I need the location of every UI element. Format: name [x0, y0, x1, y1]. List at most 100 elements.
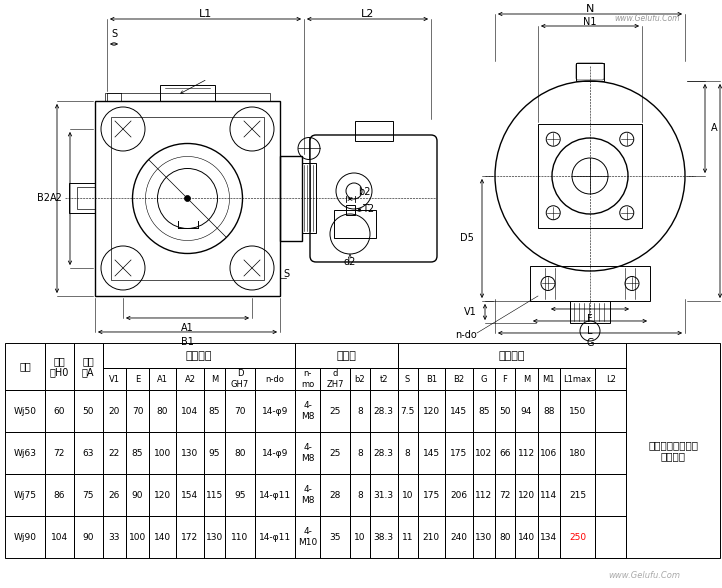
Bar [417, 390, 445, 432]
Text: 180: 180 [569, 449, 586, 457]
Text: 14-φ11: 14-φ11 [259, 490, 291, 500]
Text: 8: 8 [357, 406, 363, 416]
Bar [255, 368, 295, 390]
Bar [149, 516, 176, 558]
Text: L2: L2 [361, 9, 374, 19]
Text: 14-φ9: 14-φ9 [262, 449, 288, 457]
Bar [95, 101, 280, 296]
Bar [126, 368, 149, 390]
Bar [45, 390, 74, 432]
Text: 28.3: 28.3 [374, 406, 393, 416]
Bar [149, 368, 176, 390]
Bar [45, 343, 74, 390]
Text: 25: 25 [329, 406, 341, 416]
Bar [350, 368, 370, 390]
Text: A1: A1 [157, 375, 168, 383]
Bar [495, 516, 515, 558]
Text: V1: V1 [109, 375, 120, 383]
Bar [45, 474, 74, 516]
Text: T2: T2 [362, 205, 375, 215]
Bar [105, 93, 270, 101]
Text: N: N [586, 4, 594, 14]
Text: L1: L1 [199, 9, 212, 19]
Bar [595, 474, 626, 516]
Text: 11: 11 [401, 533, 413, 542]
Text: 28.3: 28.3 [374, 449, 393, 457]
Bar [295, 474, 320, 516]
Text: 110: 110 [231, 533, 248, 542]
Bar [111, 117, 264, 280]
Bar [295, 432, 320, 474]
Bar [595, 390, 626, 432]
Bar [149, 432, 176, 474]
Text: 33: 33 [108, 533, 120, 542]
Bar [370, 368, 398, 390]
Bar [320, 368, 350, 390]
Text: 26: 26 [109, 490, 120, 500]
Bar [537, 390, 560, 432]
Bar [225, 390, 255, 432]
Text: 50: 50 [82, 406, 94, 416]
Text: b2: b2 [359, 187, 371, 197]
Text: 104: 104 [51, 533, 68, 542]
Text: 机型: 机型 [19, 362, 31, 372]
Text: 4-
M8: 4- M8 [301, 443, 314, 463]
Bar [69, 183, 95, 213]
Text: 100: 100 [154, 449, 171, 457]
Bar [576, 63, 604, 81]
Text: D5: D5 [460, 233, 474, 243]
Text: 14-φ9: 14-φ9 [262, 406, 288, 416]
Bar [595, 390, 626, 432]
Circle shape [185, 195, 191, 202]
Bar [295, 390, 320, 432]
Text: 8: 8 [357, 449, 363, 457]
Bar [398, 390, 417, 432]
Text: 50: 50 [499, 406, 510, 416]
Text: 100: 100 [129, 533, 146, 542]
Text: B1: B1 [426, 375, 437, 383]
Bar [320, 432, 350, 474]
Text: L2: L2 [606, 375, 616, 383]
Text: 4-
M10: 4- M10 [298, 527, 317, 547]
Text: Wj90: Wj90 [14, 533, 37, 542]
Text: 4-
M8: 4- M8 [301, 402, 314, 421]
Bar [103, 516, 126, 558]
Bar [225, 474, 255, 516]
Text: 104: 104 [181, 406, 199, 416]
Text: 85: 85 [478, 406, 490, 416]
Bar [74, 390, 103, 432]
Text: M: M [211, 375, 218, 383]
Text: 94: 94 [521, 406, 532, 416]
Text: A1: A1 [181, 323, 194, 333]
Text: 85: 85 [131, 449, 143, 457]
Bar [560, 432, 595, 474]
Text: A2: A2 [50, 193, 63, 203]
Bar [103, 368, 126, 390]
Bar [495, 390, 515, 432]
Text: 38.3: 38.3 [374, 533, 393, 542]
Text: A2: A2 [185, 375, 196, 383]
Text: M1: M1 [542, 375, 555, 383]
Bar [355, 121, 393, 141]
Text: 28: 28 [329, 490, 341, 500]
Text: n-
mo: n- mo [301, 369, 314, 389]
Bar [295, 368, 320, 390]
Text: 88: 88 [543, 406, 554, 416]
Bar [417, 516, 445, 558]
Text: 115: 115 [206, 490, 223, 500]
Text: d
ZH7: d ZH7 [326, 369, 344, 389]
Bar [295, 343, 398, 368]
Text: 175: 175 [422, 490, 440, 500]
Text: B2: B2 [453, 375, 464, 383]
Bar [5, 474, 45, 516]
Bar [160, 85, 215, 101]
Bar [225, 368, 255, 390]
Text: Wj63: Wj63 [14, 449, 37, 457]
Bar [176, 474, 204, 516]
Text: F: F [587, 314, 593, 324]
Bar [126, 516, 149, 558]
Bar [417, 474, 445, 516]
Text: S: S [111, 29, 117, 39]
Text: 输出孔: 输出孔 [336, 350, 356, 360]
Bar [295, 516, 320, 558]
